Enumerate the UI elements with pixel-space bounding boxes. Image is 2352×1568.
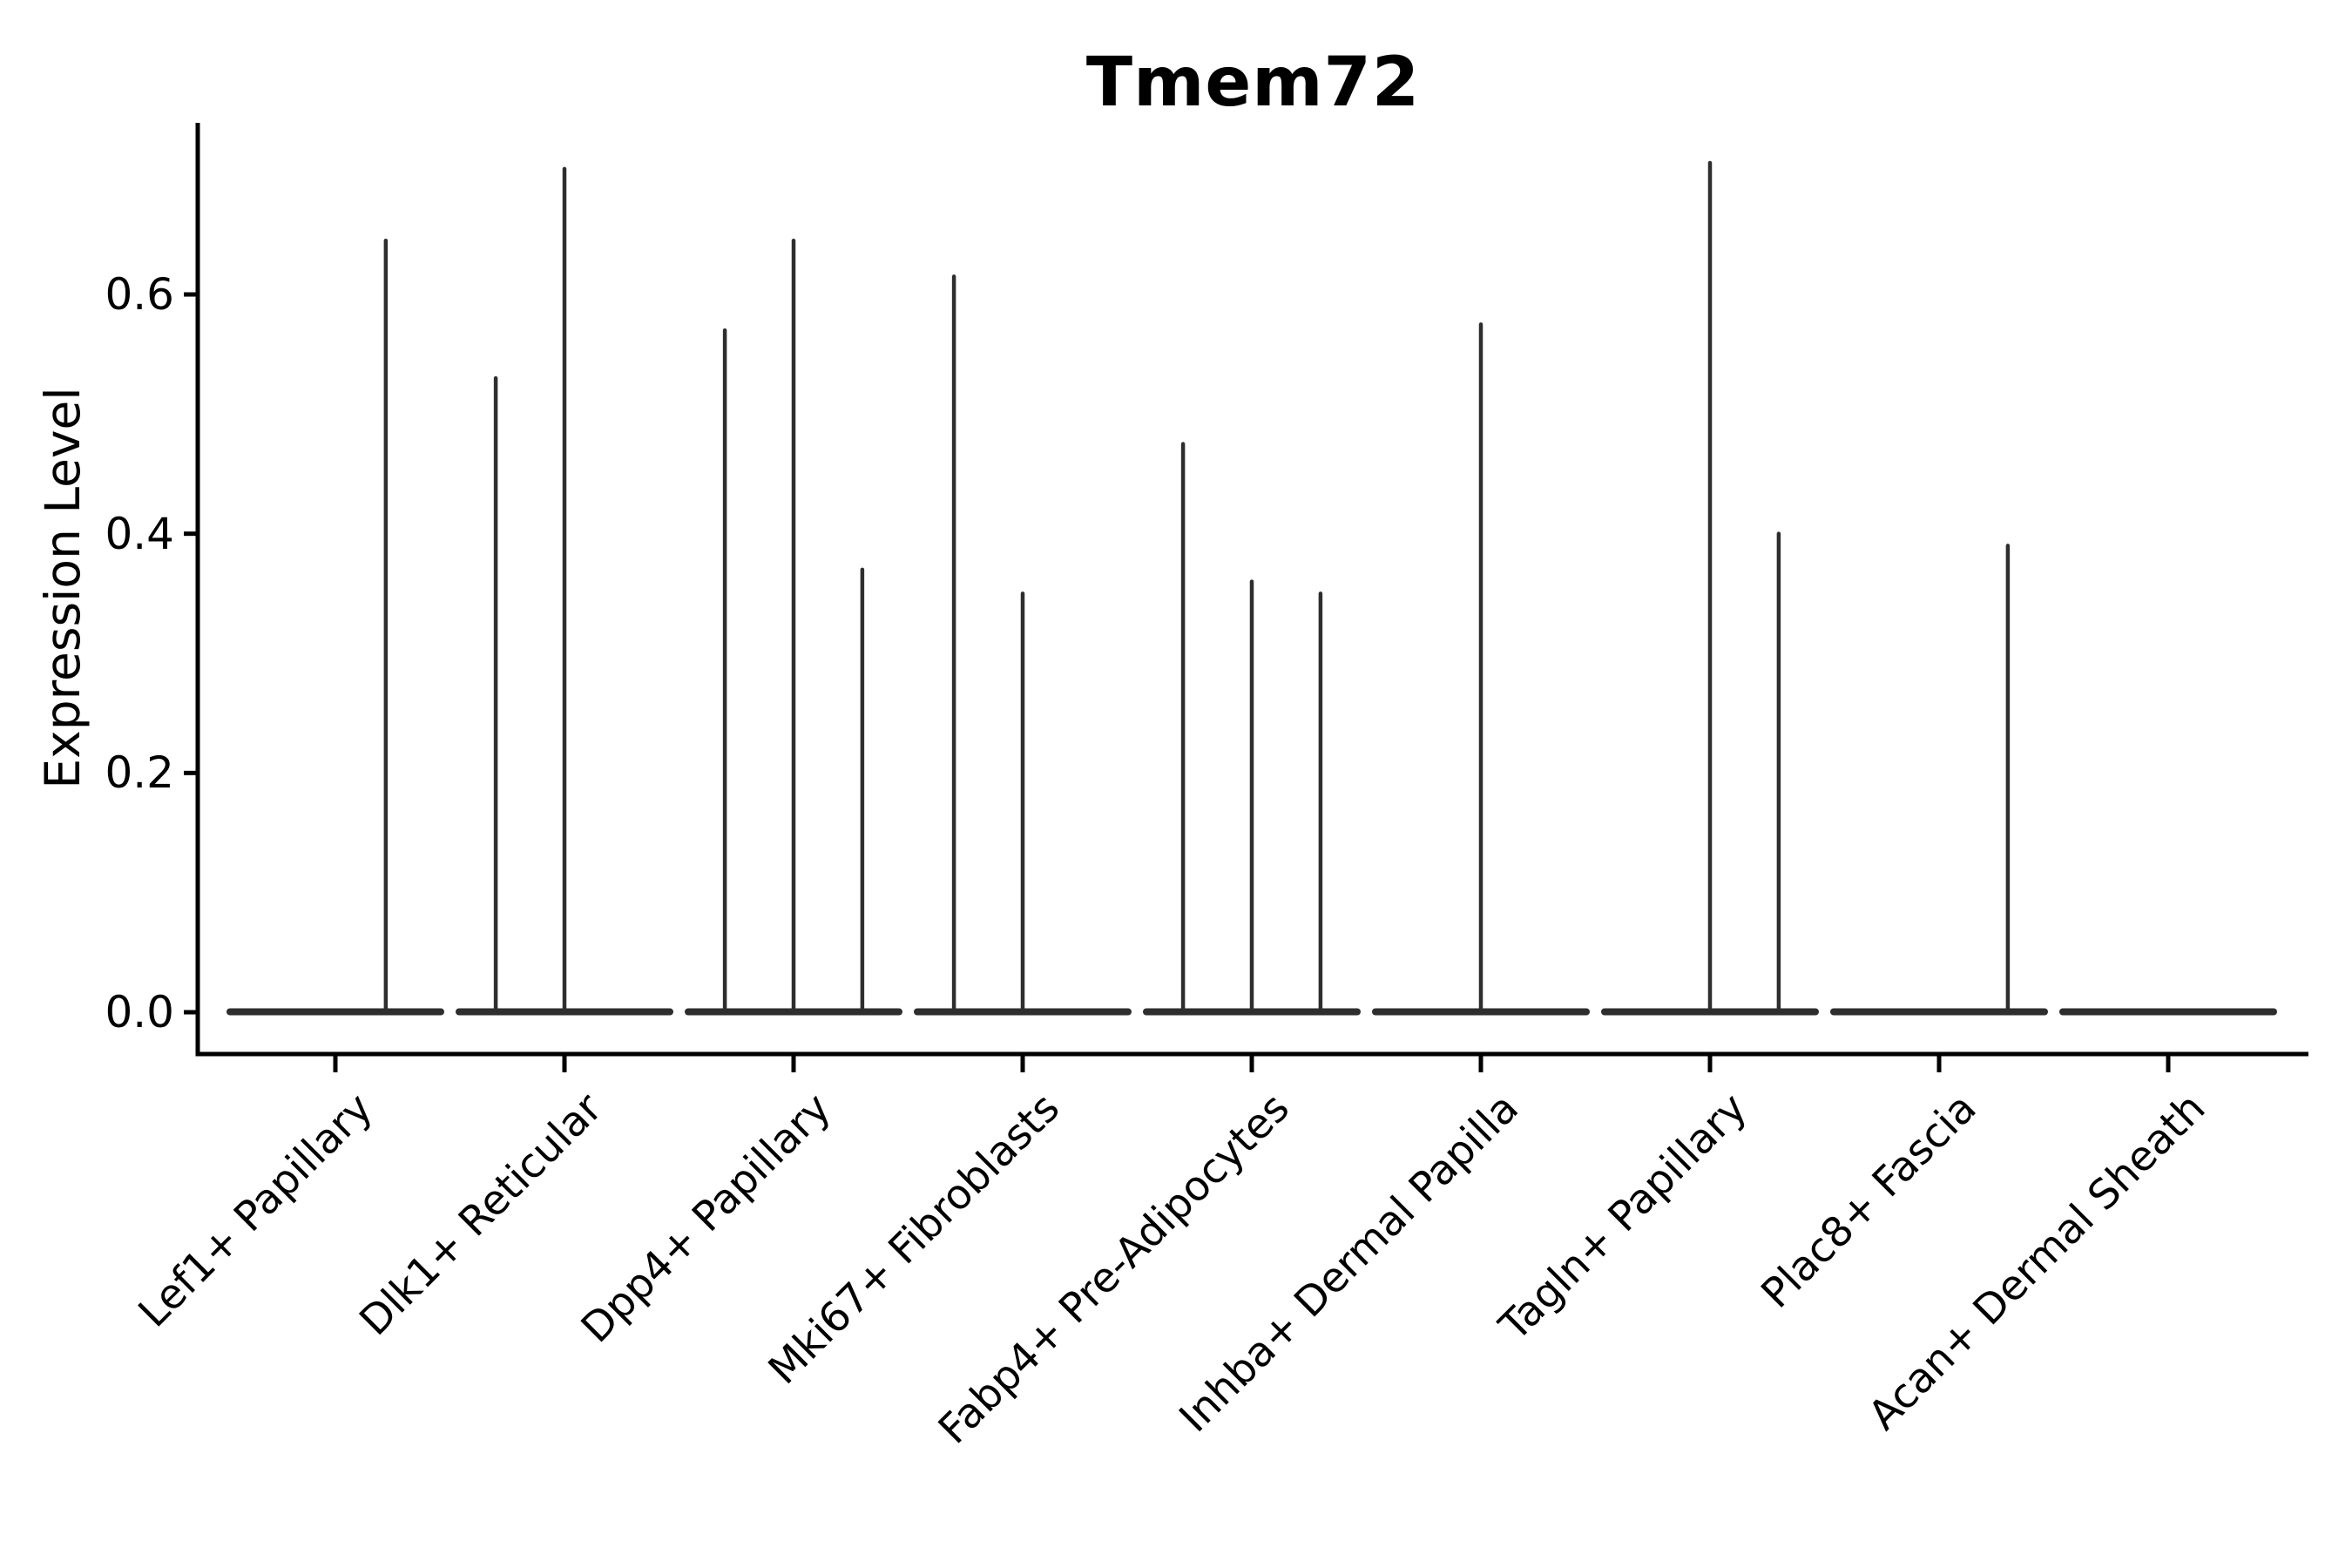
chart-title: Tmem72 [1085, 44, 1421, 122]
y-tick-label: 0.6 [105, 269, 174, 321]
y-tick-label: 0.4 [105, 508, 174, 559]
y-tick-label: 0.0 [105, 987, 174, 1037]
y-tick-label: 0.2 [105, 747, 174, 799]
